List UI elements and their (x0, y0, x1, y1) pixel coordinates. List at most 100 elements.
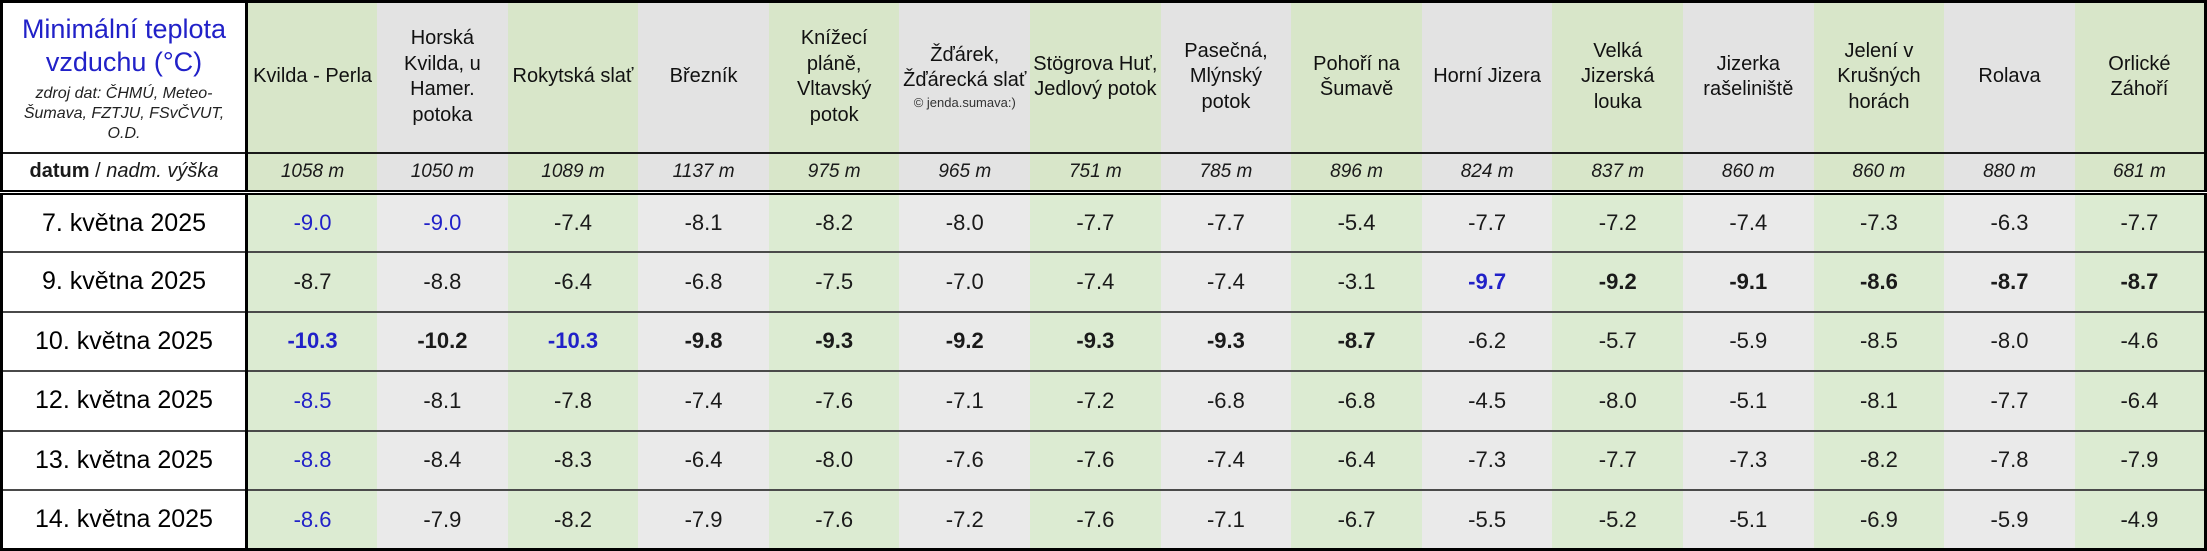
temperature-cell: -5.9 (1683, 311, 1814, 372)
temperature-cell: -5.9 (1944, 490, 2075, 550)
temperature-cell: -7.7 (1944, 371, 2075, 432)
station-header: Jizerka rašeliniště (1683, 1, 1814, 154)
data-source-note: zdroj dat: ČHMÚ, Meteo-Šumava, FZTJU, FS… (23, 85, 225, 142)
temperature-cell: -8.7 (246, 252, 378, 313)
station-header: Žďárek, Žďárecká slať © jenda.sumava:) (899, 1, 1031, 154)
altitude-cell: 975 m (768, 152, 900, 195)
temperature-cell: -7.1 (1160, 490, 1292, 550)
temperature-cell: -8.0 (899, 192, 1031, 253)
table-title-cell: Minimální teplota vzduchu (°C) zdroj dat… (1, 1, 248, 154)
temperature-cell: -7.8 (1944, 430, 2075, 491)
station-header: Jelení v Krušných horách (1813, 1, 1945, 154)
temperature-cell: -8.0 (1552, 371, 1684, 432)
temperature-cell: -10.2 (377, 311, 508, 372)
temperature-cell: -8.7 (1291, 311, 1422, 372)
temperature-cell: -8.7 (2074, 252, 2206, 313)
temperature-cell: -7.1 (899, 371, 1031, 432)
temperature-cell: -4.5 (1421, 371, 1553, 432)
temperature-cell: -10.3 (246, 311, 378, 372)
table-row: 10. května 2025 -10.3 -10.2 -10.3 -9.8 -9.3 -9… (1, 311, 2206, 372)
table-row: 14. května 2025 -8.6 -7.9 -8.2 -7.9 -7.6 -7.2-… (1, 490, 2206, 550)
temperature-cell: -8.8 (246, 430, 378, 491)
table-head: Minimální teplota vzduchu (°C) zdroj dat… (1, 1, 2206, 195)
datum-label: datum (29, 160, 90, 183)
station-header: Rokytská slať (507, 1, 639, 154)
date-cell: 13. května 2025 (1, 430, 248, 491)
temperature-cell: -4.9 (2074, 490, 2206, 550)
temperature-cell: -7.4 (1160, 252, 1292, 313)
altitude-cell: 1050 m (377, 152, 508, 195)
altitude-cell: 1137 m (638, 152, 769, 195)
table-row: 13. května 2025 -8.8 -8.4 -8.3 -6.4 -8.0 -7.6-… (1, 430, 2206, 491)
temperature-cell: -5.7 (1552, 311, 1684, 372)
date-cell: 10. května 2025 (1, 311, 248, 372)
temperature-cell: -8.6 (1813, 252, 1945, 313)
temperature-cell: -6.4 (507, 252, 639, 313)
temperature-cell: -4.6 (2074, 311, 2206, 372)
temperature-cell: -6.2 (1421, 311, 1553, 372)
station-name: Rolava (1978, 65, 2041, 88)
station-header: Kvilda - Perla (246, 1, 378, 154)
temperature-cell: -6.8 (1160, 371, 1292, 432)
temperature-cell: -9.0 (377, 192, 508, 253)
temperature-cell: -7.6 (1030, 490, 1161, 550)
table-row: 9. května 2025 -8.7 -8.8 -6.4 -6.8 -7.5 -7.0 -7… (1, 252, 2206, 313)
date-cell: 12. května 2025 (1, 371, 248, 432)
station-name: Kvilda - Perla (253, 65, 373, 88)
table-row: 12. května 2025 -8.5 -8.1 -7.8 -7.4 -7.6 -7.1-… (1, 371, 2206, 432)
altitude-cell: 965 m (899, 152, 1031, 195)
temperature-cell: -9.3 (768, 311, 900, 372)
datum-label-cell: datum / nadm. výška (1, 152, 248, 195)
temperature-cell: -7.2 (1552, 192, 1684, 253)
temperature-cell: -8.8 (377, 252, 508, 313)
temperature-cell: -8.2 (1813, 430, 1945, 491)
station-name: Pasečná, Mlýnský potok (1184, 39, 1268, 114)
table-row: 7. května 2025 -9.0 -9.0 -7.4 -8.1 -8.2 -8.0 -7… (1, 192, 2206, 253)
temperature-cell: -8.4 (377, 430, 508, 491)
temperature-cell: -9.3 (1030, 311, 1161, 372)
altitude-label: nadm. výška (106, 160, 219, 183)
temperature-cell: -8.1 (377, 371, 508, 432)
altitude-cell: 751 m (1030, 152, 1161, 195)
temperature-cell: -9.2 (899, 311, 1031, 372)
station-header: Knížecí pláně, Vltavský potok (768, 1, 900, 154)
temperature-cell: -7.5 (768, 252, 900, 313)
temperature-cell: -7.3 (1683, 430, 1814, 491)
temperature-cell: -8.6 (246, 490, 378, 550)
temperature-cell: -6.9 (1813, 490, 1945, 550)
temperature-cell: -5.1 (1683, 490, 1814, 550)
temperature-cell: -8.5 (246, 371, 378, 432)
temperature-cell: -6.4 (2074, 371, 2206, 432)
date-cell: 9. května 2025 (1, 252, 248, 313)
temperature-cell: -7.2 (1030, 371, 1161, 432)
station-name: Rokytská slať (512, 65, 634, 88)
temperature-cell: -9.0 (246, 192, 378, 253)
altitude-cell: 681 m (2074, 152, 2206, 195)
temperature-cell: -8.0 (1944, 311, 2075, 372)
date-cell: 14. května 2025 (1, 490, 248, 550)
station-name: Březník (669, 65, 738, 88)
temperature-cell: -8.5 (1813, 311, 1945, 372)
station-name: Orlické Záhoří (2108, 52, 2171, 101)
station-name: Knížecí pláně, Vltavský potok (796, 27, 872, 126)
temperature-cell: -7.7 (2074, 192, 2206, 253)
station-header: Březník (638, 1, 769, 154)
temperature-cell: -7.7 (1421, 192, 1553, 253)
temperature-cell: -8.2 (768, 192, 900, 253)
temperature-cell: -8.7 (1944, 252, 2075, 313)
temperature-cell: -9.2 (1552, 252, 1684, 313)
station-name: Velká Jizerská louka (1581, 39, 1655, 114)
temperature-cell: -6.8 (638, 252, 769, 313)
station-header: Velká Jizerská louka (1552, 1, 1684, 154)
temperature-cell: -5.2 (1552, 490, 1684, 550)
temperature-cell: -8.2 (507, 490, 639, 550)
altitude-cell: 880 m (1944, 152, 2075, 195)
temperature-cell: -7.6 (768, 490, 900, 550)
temperature-cell: -3.1 (1291, 252, 1422, 313)
temperature-cell: -7.7 (1160, 192, 1292, 253)
temperature-cell: -10.3 (507, 311, 639, 372)
temperature-cell: -8.3 (507, 430, 639, 491)
altitude-cell: 785 m (1160, 152, 1292, 195)
temperature-cell: -7.6 (768, 371, 900, 432)
